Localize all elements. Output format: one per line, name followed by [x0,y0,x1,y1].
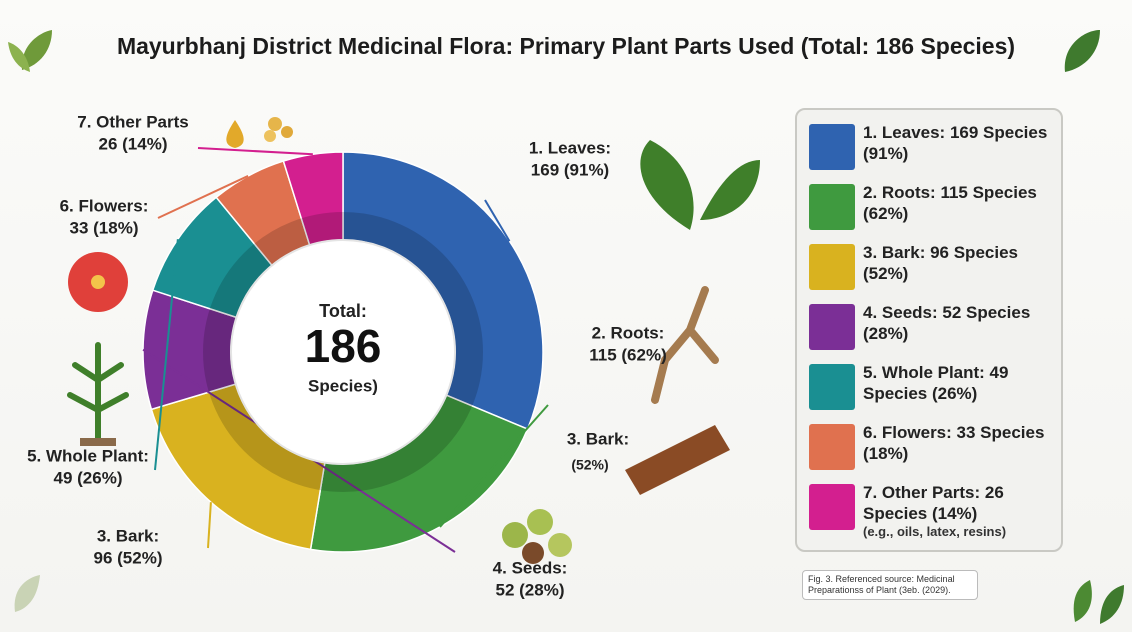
slice-value-label: 115 (62%) [589,345,667,364]
flower-icon [91,275,105,289]
seed-icon [548,533,572,557]
legend-item: 6. Flowers: 33 Species (18%) [809,422,1057,478]
legend-item: 4. Seeds: 52 Species (28%) [809,302,1057,358]
legend-item: 7. Other Parts: 26 Species (14%) (e.g., o… [809,482,1059,540]
leaf-icon [640,140,760,230]
donut-hole [230,239,456,465]
legend-label: 7. Other Parts: 26 Species (14%) [863,483,1004,523]
legend-swatch [809,184,855,230]
resin-icon [268,117,282,131]
legend-label: 4. Seeds: 52 Species (28%) [863,303,1031,343]
leader-line [439,404,549,528]
slice-value-label: 49 (26%) [54,468,123,487]
bark-icon [625,425,730,495]
plant-icon [80,438,116,446]
resin-icon [281,126,293,138]
slice-value-label: 26 (14%) [99,134,168,153]
legend-swatch [809,304,855,350]
slice-label: 7. Other Parts [77,112,189,131]
slice-label: 1. Leaves: [529,138,611,157]
center-unit: Species) [308,376,378,395]
legend-text: 5. Whole Plant: 49 Species (26%) [863,362,1059,404]
leaf-icon [21,30,52,70]
resin-icon [264,130,276,142]
legend-item: 1. Leaves: 169 Species (91%) [809,122,1057,178]
center-total: 186 [305,320,382,372]
legend-swatch [809,244,855,290]
slice-value-label: 52 (28%) [496,580,565,599]
plant-icon [67,342,129,443]
legend-swatch [809,124,855,170]
slice-label: 3. Bark: [97,526,159,545]
legend-text: 3. Bark: 96 Species (52%) [863,242,1059,284]
chart-title: Mayurbhanj District Medicinal Flora: Pri… [117,33,1015,59]
inner-ring [203,212,483,492]
slice-label: 5. Whole Plant: [27,446,149,465]
slice-label: 6. Flowers: [60,196,149,215]
legend-text: 1. Leaves: 169 Species (91%) [863,122,1059,164]
leader-line [484,199,511,242]
slice-label: 4. Seeds: [493,558,568,577]
oil-drop-icon [226,120,244,148]
leader-line [207,502,212,549]
leaf-icon [14,575,40,612]
leaf-icon [1064,30,1100,72]
slice-value-label: 96 (52%) [94,548,163,567]
slice-value-label: 169 (91%) [531,160,609,179]
legend-item: 3. Bark: 96 Species (52%) [809,242,1057,298]
legend-swatch [809,484,855,530]
annotation-label: 3. Bark: [567,429,629,448]
slice-value-label: 33 (18%) [70,218,139,237]
legend-label: 5. Whole Plant: 49 Species (26%) [863,363,1009,403]
legend-text: 4. Seeds: 52 Species (28%) [863,302,1059,344]
legend-text: 7. Other Parts: 26 Species (14%) (e.g., o… [863,482,1059,540]
legend-label: 3. Bark: 96 Species (52%) [863,243,1018,283]
legend-text: 6. Flowers: 33 Species (18%) [863,422,1059,464]
legend: 1. Leaves: 169 Species (91%) 2. Roots: 11… [795,108,1063,552]
legend-swatch [809,424,855,470]
seed-icon [522,542,544,564]
annotation-value-label: (52%) [571,457,608,473]
legend-note: (e.g., oils, latex, resins) [863,524,1007,539]
center-label: Total: [319,301,367,321]
legend-label: 2. Roots: 115 Species (62%) [863,183,1037,223]
leader-line [154,239,179,471]
legend-item: 2. Roots: 115 Species (62%) [809,182,1057,238]
legend-label: 6. Flowers: 33 Species (18%) [863,423,1045,463]
leaf-icon [8,42,30,72]
leader-line [157,175,249,219]
legend-swatch [809,364,855,410]
legend-label: 1. Leaves: 169 Species (91%) [863,123,1048,163]
legend-text: 2. Roots: 115 Species (62%) [863,182,1059,224]
slice-label: 2. Roots: [592,323,665,342]
leaf-icon [1100,585,1124,624]
leaf-icon [1073,580,1092,622]
seed-icon [502,522,528,548]
leader-line [197,147,313,156]
source-note: Fig. 3. Referenced source: Medicinal Pre… [802,570,978,600]
seed-icon [527,509,553,535]
legend-item: 5. Whole Plant: 49 Species (26%) [809,362,1057,418]
root-icon [651,286,719,404]
